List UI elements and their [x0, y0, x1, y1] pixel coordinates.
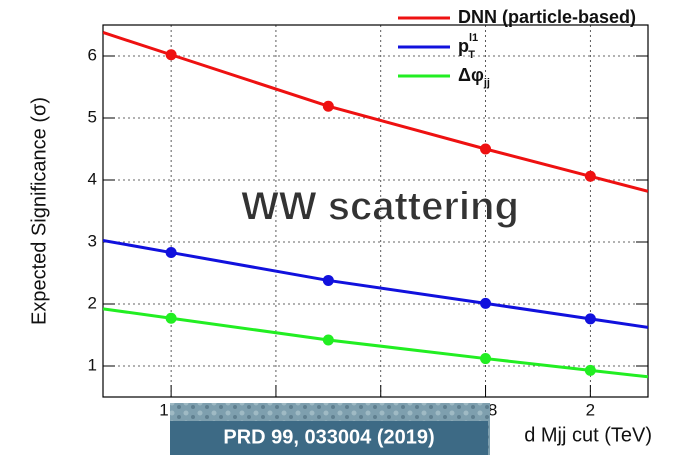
x-axis-label: d Mjj cut (TeV)	[524, 424, 652, 446]
data-point	[480, 353, 492, 365]
annotation: WW scattering	[241, 185, 519, 229]
y-tick-label: 1	[88, 355, 97, 374]
data-point	[480, 297, 492, 309]
y-tick-label: 2	[88, 293, 97, 312]
data-point	[584, 313, 596, 325]
legend-label: pl1 T	[458, 32, 478, 61]
plot-frame	[102, 24, 649, 398]
legend-label: DNN (particle-based)	[458, 7, 636, 27]
legend-label-part: DNN (particle-based)	[458, 7, 636, 27]
data-point	[165, 49, 177, 61]
legend-label-part: Δφ	[458, 65, 484, 85]
series-line	[103, 307, 648, 379]
series-line	[103, 238, 648, 329]
y-tick-label: 4	[88, 169, 97, 188]
legend-label-part: T	[468, 49, 475, 61]
annotation: PRD 99, 033004 (2019)	[223, 426, 434, 448]
data-point	[322, 274, 334, 286]
legend-label-part: jj	[483, 77, 490, 89]
data-point	[165, 247, 177, 259]
data-point	[584, 170, 596, 182]
y-tick-label: 5	[88, 107, 97, 126]
banner-label-bg	[170, 421, 488, 455]
data-point	[322, 100, 334, 112]
data-point	[322, 334, 334, 346]
legend-label-part: l1	[469, 32, 478, 44]
series-line	[103, 31, 648, 193]
legend-label: Δφjj	[458, 65, 490, 89]
x-tick-label: 2	[586, 400, 595, 419]
data-point	[584, 364, 596, 376]
y-tick-label: 6	[88, 45, 97, 64]
y-axis-label: Expected Significance (σ)	[28, 97, 50, 325]
data-point	[480, 143, 492, 155]
data-point	[165, 312, 177, 324]
y-tick-label: 3	[88, 231, 97, 250]
legend-label-part: p	[458, 36, 469, 56]
